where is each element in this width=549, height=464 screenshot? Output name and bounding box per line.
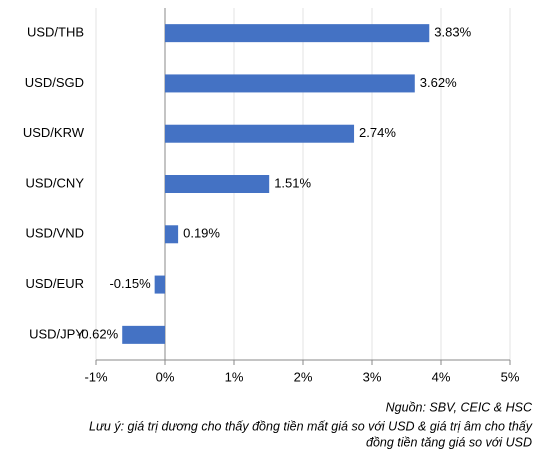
bar	[165, 124, 355, 143]
bar	[165, 225, 179, 244]
y-tick-label: USD/CNY	[25, 175, 84, 190]
value-label: 3.62%	[420, 75, 457, 90]
bar	[165, 74, 415, 93]
value-label: 1.51%	[274, 175, 311, 190]
value-label: 0.19%	[183, 226, 220, 241]
x-tick-label: 5%	[501, 369, 520, 384]
value-label: 3.83%	[434, 25, 471, 40]
x-tick-label: 3%	[363, 369, 382, 384]
bar	[122, 325, 165, 344]
note: Lưu ý: giá trị dương cho thấy đồng tiền …	[89, 419, 533, 433]
y-tick-label: USD/KRW	[23, 125, 85, 140]
value-label: 2.74%	[359, 125, 396, 140]
bar	[154, 275, 165, 294]
x-tick-label: 0%	[156, 369, 175, 384]
source: Nguồn: SBV, CEIC & HSC	[386, 400, 533, 414]
bar	[165, 175, 270, 193]
y-tick-label: USD/JPY	[29, 326, 84, 341]
value-label: -0.15%	[109, 276, 151, 291]
x-tick-label: -1%	[84, 369, 108, 384]
y-tick-label: USD/SGD	[25, 75, 84, 90]
x-tick-label: 1%	[225, 369, 244, 384]
x-tick-label: 2%	[294, 369, 313, 384]
bar	[165, 24, 430, 43]
x-tick-label: 4%	[432, 369, 451, 384]
note: đồng tiền tăng giá so với USD	[366, 435, 532, 449]
value-label: -0.62%	[77, 326, 119, 341]
y-tick-label: USD/THB	[27, 25, 84, 40]
y-tick-label: USD/EUR	[25, 276, 84, 291]
y-tick-label: USD/VND	[25, 226, 84, 241]
